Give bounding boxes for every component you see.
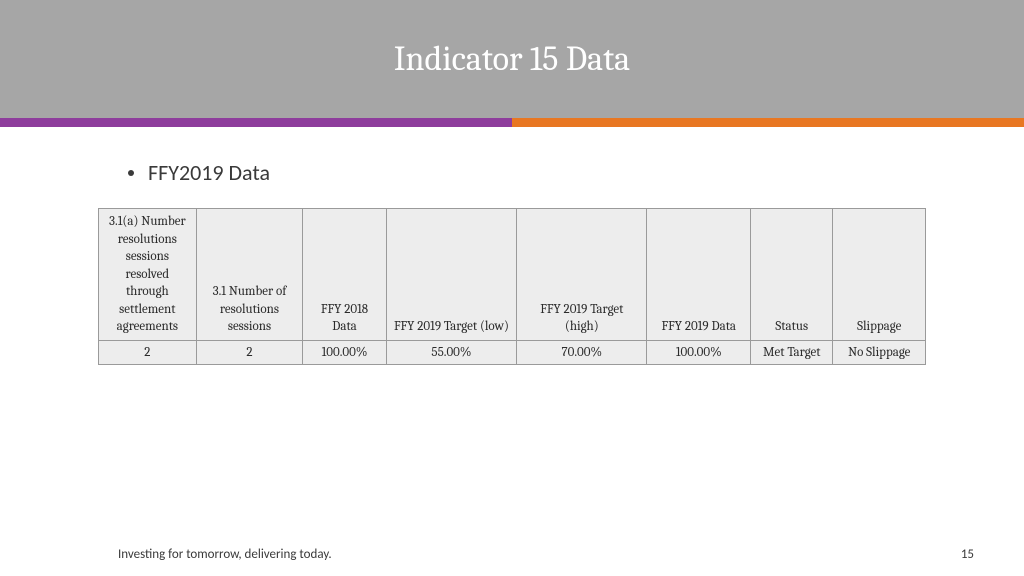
- footer-tagline: Investing for tomorrow, delivering today…: [118, 547, 332, 562]
- page-title: Indicator 15 Data: [394, 39, 630, 79]
- accent-bar: [0, 118, 1024, 127]
- col-header: FFY 2018 Data: [303, 209, 387, 341]
- bullet-text: FFY2019 Data: [148, 159, 270, 186]
- status-cell: Met Target: [751, 340, 833, 364]
- slippage-cell: No Slippage: [833, 340, 926, 364]
- col-header: 3.1(a) Number resolutions sessions resol…: [99, 209, 197, 341]
- accent-orange: [512, 118, 1024, 127]
- slide: Indicator 15 Data FFY2019 Data 3.1(a) Nu…: [0, 0, 1024, 576]
- footer: Investing for tomorrow, delivering today…: [0, 547, 1024, 562]
- header-band: Indicator 15 Data: [0, 0, 1024, 118]
- table-cell: 2: [196, 340, 303, 364]
- table-row: 2 2 100.00% 55.00% 70.00% 100.00% Met Ta…: [99, 340, 926, 364]
- table-cell: 2: [99, 340, 197, 364]
- bullet-item: FFY2019 Data: [128, 159, 926, 186]
- accent-purple: [0, 118, 512, 127]
- page-number: 15: [961, 547, 974, 562]
- data-table: 3.1(a) Number resolutions sessions resol…: [98, 208, 926, 365]
- col-header: 3.1 Number of resolutions sessions: [196, 209, 303, 341]
- col-header: FFY 2019 Data: [647, 209, 751, 341]
- table-cell: 55.00%: [386, 340, 516, 364]
- col-header: Status: [751, 209, 833, 341]
- col-header: Slippage: [833, 209, 926, 341]
- table-cell: 100.00%: [303, 340, 387, 364]
- col-header: FFY 2019 Target (low): [386, 209, 516, 341]
- col-header: FFY 2019 Target (high): [517, 209, 647, 341]
- table-cell: 100.00%: [647, 340, 751, 364]
- bullet-dot-icon: [128, 170, 134, 176]
- table-header-row: 3.1(a) Number resolutions sessions resol…: [99, 209, 926, 341]
- content-area: FFY2019 Data 3.1(a) Number resolutions s…: [0, 127, 1024, 365]
- table-cell: 70.00%: [517, 340, 647, 364]
